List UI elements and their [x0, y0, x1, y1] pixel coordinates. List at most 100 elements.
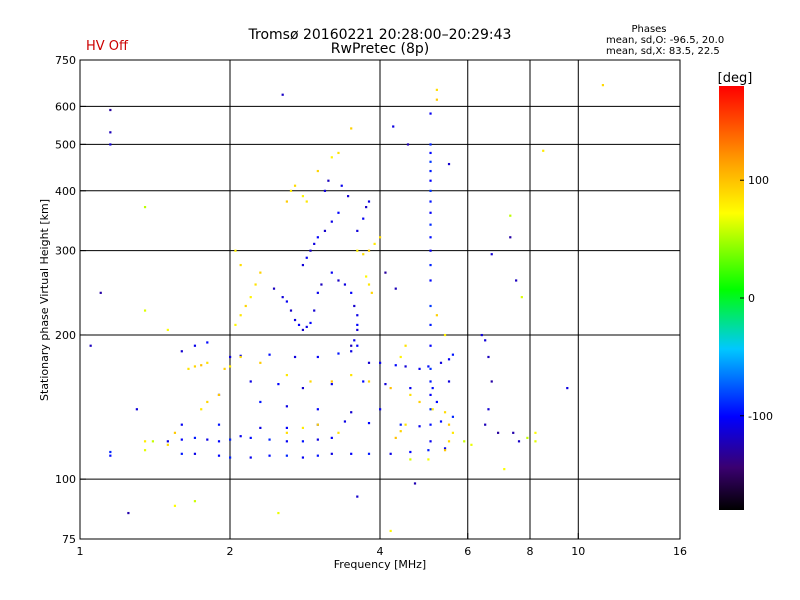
data-point	[127, 511, 130, 515]
data-point	[193, 452, 197, 455]
data-point	[350, 344, 353, 347]
y-tick-label: 500	[55, 138, 76, 151]
data-point	[193, 500, 197, 503]
data-point	[418, 367, 421, 370]
data-point	[394, 364, 397, 367]
data-point	[367, 380, 371, 383]
data-point	[353, 339, 356, 342]
data-point	[447, 358, 451, 361]
data-point	[239, 355, 242, 359]
data-point	[316, 423, 319, 426]
data-point	[305, 200, 308, 203]
data-point	[281, 296, 284, 299]
data-point	[435, 88, 438, 91]
data-point	[173, 504, 177, 507]
data-point	[143, 449, 147, 452]
data-point	[180, 350, 183, 353]
colorbar-tick-label: 100	[748, 174, 769, 187]
data-point	[301, 456, 305, 459]
data-point	[356, 323, 359, 327]
y-tick-label: 750	[55, 54, 76, 67]
data-point	[229, 355, 232, 359]
data-point	[316, 438, 319, 441]
data-point	[350, 373, 353, 377]
data-point	[229, 456, 232, 459]
data-point	[244, 304, 247, 308]
data-point	[406, 143, 410, 146]
data-point	[429, 160, 432, 163]
data-point	[431, 386, 434, 390]
data-point	[447, 162, 451, 166]
data-point	[409, 393, 412, 397]
data-point	[323, 189, 327, 192]
data-point	[313, 242, 316, 245]
data-point	[249, 380, 252, 383]
data-point	[206, 400, 209, 404]
data-point	[337, 431, 340, 434]
data-point	[350, 411, 353, 414]
x-axis-label: Frequency [MHz]	[334, 558, 426, 571]
data-point	[217, 440, 221, 443]
y-tick-label: 600	[55, 100, 76, 113]
data-point	[109, 108, 112, 112]
data-point	[443, 449, 447, 452]
data-point	[601, 84, 605, 87]
data-point	[490, 380, 493, 383]
data-point	[180, 452, 183, 455]
data-point	[389, 452, 392, 455]
data-point	[447, 423, 451, 426]
data-point	[429, 143, 432, 146]
data-point	[435, 98, 438, 101]
data-point	[399, 423, 402, 426]
data-point	[367, 283, 371, 286]
data-point	[301, 386, 305, 390]
data-point	[350, 452, 353, 455]
data-point	[399, 430, 402, 433]
data-point	[323, 229, 327, 232]
data-point	[346, 195, 350, 198]
data-point	[313, 309, 316, 312]
data-point	[330, 156, 333, 159]
data-point	[239, 314, 242, 317]
data-point	[259, 271, 262, 274]
data-point	[337, 352, 340, 355]
data-point	[285, 405, 288, 408]
data-point	[429, 112, 432, 115]
data-point	[373, 242, 376, 245]
data-point	[512, 431, 515, 434]
data-point	[309, 249, 312, 252]
data-point	[534, 431, 537, 434]
data-point	[316, 236, 319, 239]
data-point	[427, 449, 430, 452]
data-point	[427, 365, 430, 368]
colorbar-label: [deg]	[718, 71, 753, 86]
data-point	[429, 380, 432, 383]
data-point	[180, 423, 183, 426]
data-point	[293, 184, 297, 187]
data-point	[350, 291, 353, 294]
data-point	[249, 456, 252, 459]
data-point	[239, 435, 242, 438]
data-point	[89, 344, 92, 347]
data-point	[365, 205, 368, 209]
data-point	[285, 440, 288, 443]
data-point	[418, 400, 421, 404]
data-point	[509, 214, 512, 217]
data-point	[234, 323, 237, 327]
data-point	[429, 179, 432, 182]
data-point	[109, 131, 112, 134]
data-point	[418, 425, 421, 428]
y-axis-ticks: 75 100 200 300 400 500 600 750	[55, 54, 86, 546]
data-point	[429, 344, 432, 347]
colorbar-ticks: 100 0 -100	[740, 174, 773, 423]
data-point	[143, 440, 147, 443]
data-point	[330, 271, 333, 274]
data-point	[109, 143, 112, 146]
data-point	[254, 283, 257, 286]
data-point	[289, 189, 293, 192]
data-point	[277, 511, 280, 515]
data-point	[135, 408, 138, 411]
data-point	[281, 93, 284, 96]
data-point	[309, 380, 312, 383]
data-point	[520, 296, 523, 299]
